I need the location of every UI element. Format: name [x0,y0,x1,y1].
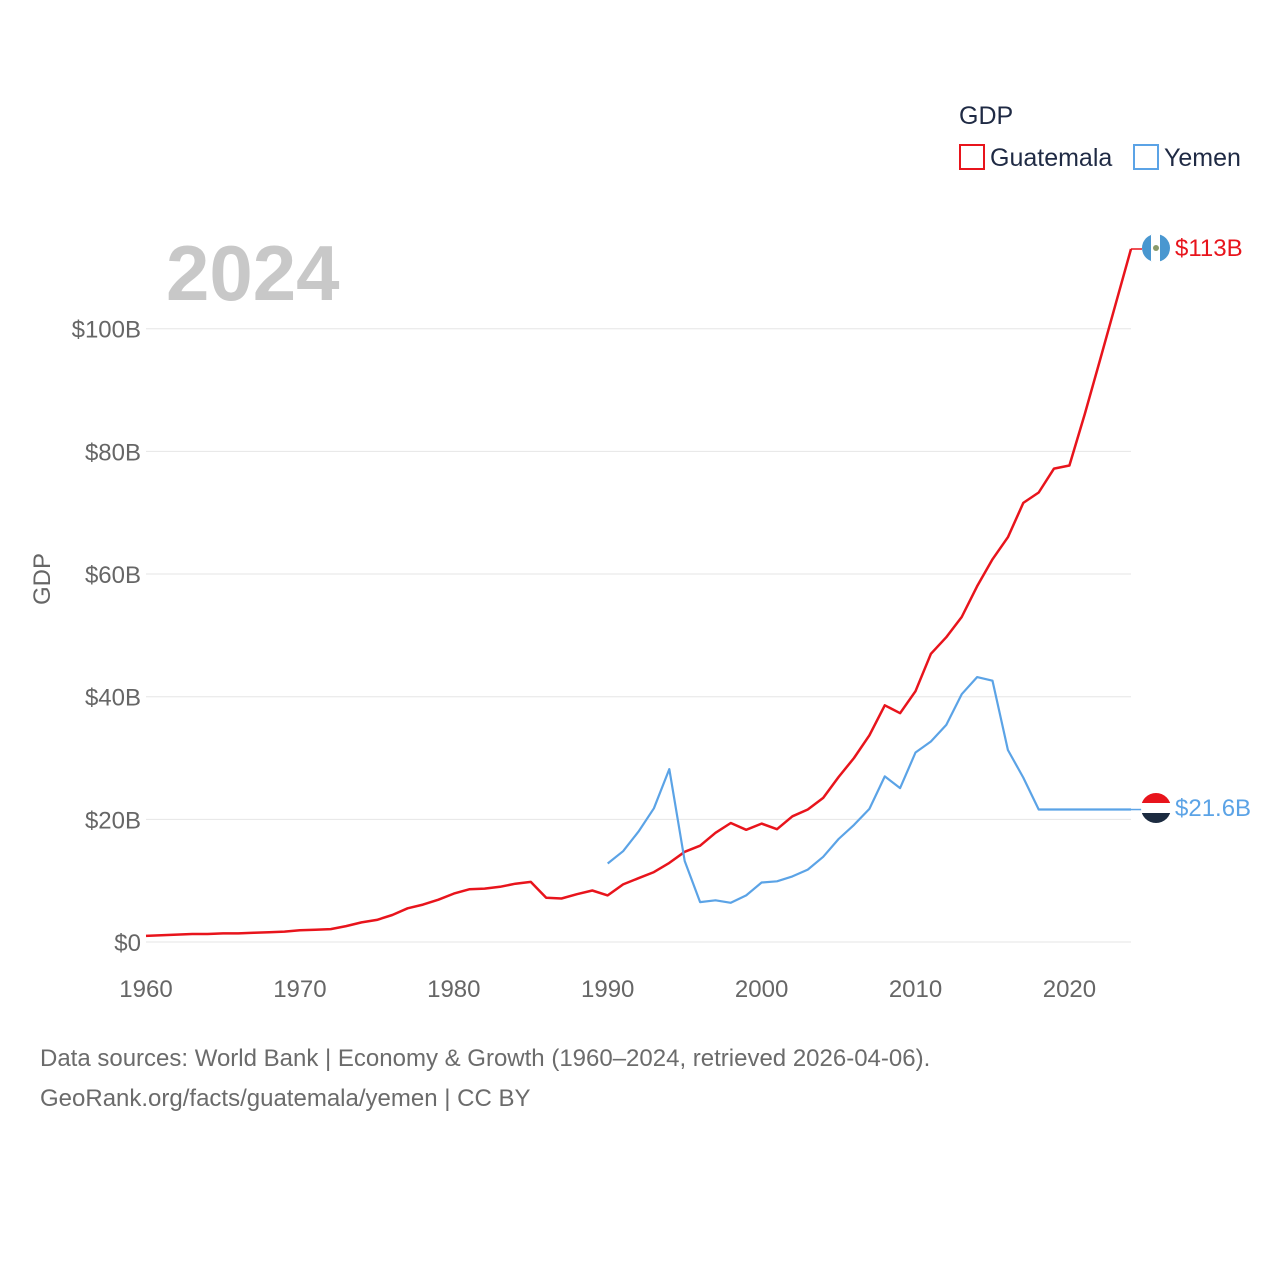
x-tick-label: 2010 [889,976,942,1003]
x-tick-label: 2000 [735,976,788,1003]
x-tick-label: 1970 [273,976,326,1003]
x-tick-label: 1960 [119,976,172,1003]
y-tick-label: $80B [85,439,141,466]
y-tick-label: $100B [72,317,141,344]
current-year-label: 2024 [166,229,340,317]
legend-title: GDP [959,102,1013,130]
y-tick-label: $40B [85,685,141,712]
y-tick-label: $60B [85,562,141,589]
y-axis-title: GDP [29,553,56,605]
y-tick-label: $20B [85,807,141,834]
data-source-note: Data sources: World Bank | Economy & Gro… [40,1045,931,1072]
y-axis-ticks: $0 $20B $40B $60B $80B $100B [72,317,141,957]
x-tick-label: 1990 [581,976,634,1003]
y-tick-label: $0 [114,930,141,957]
gdp-line-chart: $0 $20B $40B $60B $80B $100B 1960 1970 1980 1990… [29,102,1251,1003]
guatemala-end-value: $113B [1175,235,1243,262]
series-line-guatemala[interactable] [145,248,1133,938]
legend-label-guatemala[interactable]: Guatemala [990,144,1112,172]
x-axis-ticks: 1960 1970 1980 1990 2000 2010 2020 [119,976,1096,1003]
series-line-yemen[interactable] [607,675,1131,904]
guatemala-flag-icon [1142,234,1170,262]
x-tick-label: 2020 [1043,976,1096,1003]
yemen-end-value: $21.6B [1175,795,1251,822]
legend-label-yemen[interactable]: Yemen [1164,144,1241,172]
legend-swatch-yemen[interactable] [1133,144,1159,170]
legend-swatch-guatemala[interactable] [959,144,985,170]
credit-line: GeoRank.org/facts/guatemala/yemen | CC B… [40,1085,531,1112]
yemen-flag-icon [1141,793,1171,823]
legend: GDP Guatemala Yemen [959,102,1241,172]
series-lines [145,248,1142,938]
x-tick-label: 1980 [427,976,480,1003]
y-gridlines [146,328,1131,943]
